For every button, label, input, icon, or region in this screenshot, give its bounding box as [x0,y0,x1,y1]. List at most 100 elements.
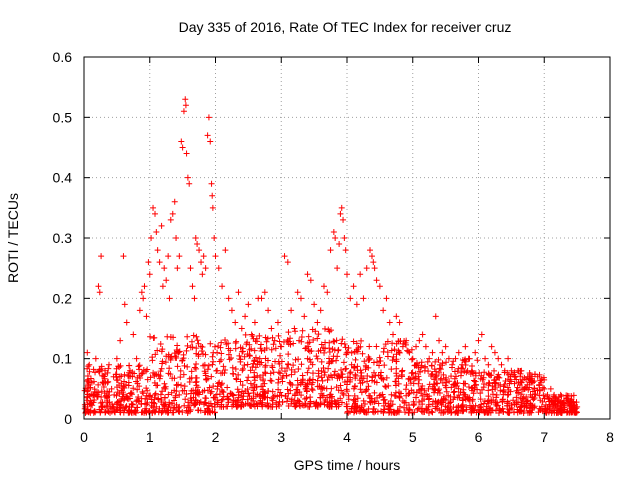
cloud-point [513,401,520,408]
data-point [180,108,187,115]
cloud-point [388,347,395,354]
cloud-point [92,369,99,376]
cloud-point [401,409,408,416]
cloud-point [318,358,325,365]
data-point [541,385,548,392]
cloud-point [167,357,174,364]
cloud-point [309,326,316,333]
cloud-point [558,406,565,413]
cloud-point [492,385,499,392]
cloud-point [457,372,464,379]
cloud-point [236,352,243,359]
data-point [357,271,364,278]
data-points [81,96,581,416]
data-point [176,253,183,260]
cloud-point [250,389,257,396]
cloud-point [414,406,421,413]
cloud-point [195,340,202,347]
cloud-point [173,346,180,353]
cloud-point [438,375,445,382]
cloud-point [493,402,500,409]
cloud-point [340,359,347,366]
data-point [163,277,170,284]
cloud-point [460,380,467,387]
cloud-point [285,329,292,336]
cloud-point [299,377,306,384]
cloud-point [302,386,309,393]
data-point [439,349,446,356]
cloud-point [468,406,475,413]
cloud-point [218,339,225,346]
cloud-point [489,386,496,393]
cloud-point [505,376,512,383]
cloud-point [145,409,152,416]
cloud-point [159,388,166,395]
cloud-point [269,364,276,371]
data-point [152,210,159,217]
data-point [445,355,452,362]
cloud-point [156,375,163,382]
data-point [198,259,205,266]
cloud-point [272,358,279,365]
cloud-point [319,385,326,392]
cloud-point [357,386,364,393]
cloud-point [93,389,100,396]
cloud-point [143,401,150,408]
cloud-point [118,373,125,380]
cloud-point [147,393,154,400]
data-point [304,271,311,278]
cloud-point [424,358,431,365]
cloud-point [452,380,459,387]
data-point [184,174,191,181]
data-point [332,235,339,241]
cloud-point [193,333,200,340]
cloud-point [179,357,186,364]
cloud-point [481,369,488,376]
cloud-point [518,399,525,406]
cloud-point [385,382,392,389]
data-point [344,271,350,278]
data-point [274,319,281,326]
cloud-point [202,370,209,377]
cloud-point [517,373,524,380]
cloud-point [393,351,400,358]
cloud-point [136,362,143,369]
cloud-point [338,367,345,374]
data-point [478,331,485,338]
data-point [265,307,272,314]
data-point [205,114,212,121]
cloud-point [370,369,377,376]
cloud-point [493,394,500,401]
cloud-point [294,377,301,384]
cloud-point [428,362,435,369]
data-point [340,216,347,223]
cloud-point [225,351,232,358]
cloud-point [287,380,294,387]
cloud-point [292,328,299,335]
cloud-point [500,388,507,395]
cloud-point [194,337,201,344]
cloud-point [161,401,168,408]
cloud-point [165,391,172,398]
cloud-point [214,385,221,392]
cloud-point [227,390,234,397]
cloud-point [338,399,345,406]
cloud-point [421,387,428,394]
cloud-point [344,378,351,385]
data-point [482,355,489,362]
data-point [317,307,324,314]
cloud-point [411,375,418,382]
cloud-point [402,386,409,393]
cloud-point [362,366,369,373]
cloud-point [173,406,180,413]
cloud-point [330,353,337,360]
cloud-point [239,365,246,372]
cloud-point [181,383,188,390]
cloud-point [432,397,439,404]
cloud-point [207,390,214,397]
data-point [314,319,321,326]
cloud-point [207,340,214,347]
cloud-point [326,339,333,346]
cloud-point [443,384,450,391]
cloud-point [116,364,123,371]
